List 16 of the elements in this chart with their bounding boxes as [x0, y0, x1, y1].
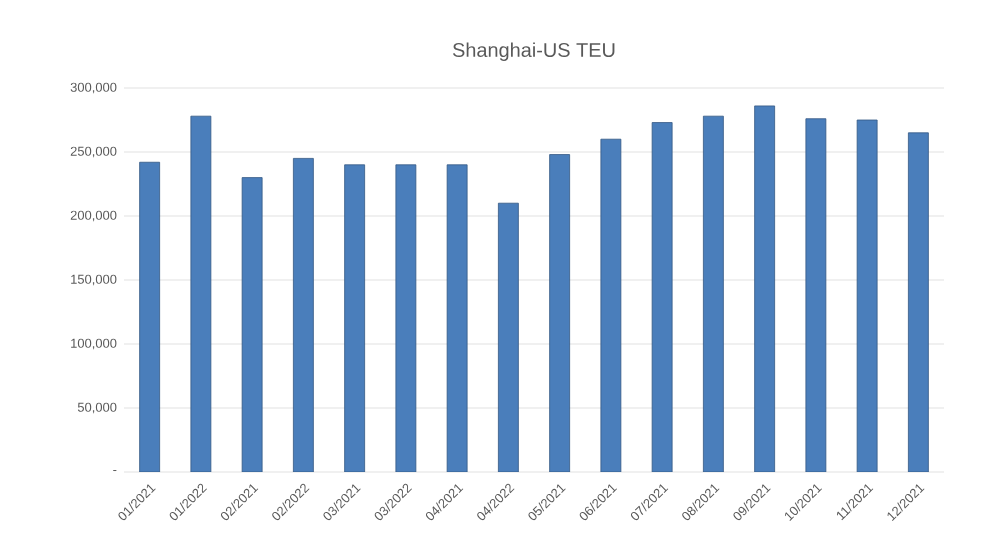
bar	[241, 177, 263, 472]
bar	[395, 164, 417, 472]
bar	[549, 154, 571, 472]
bar	[446, 164, 468, 472]
bar	[344, 164, 366, 472]
bar	[190, 115, 212, 472]
bar	[702, 115, 724, 472]
bar	[754, 105, 776, 472]
bar	[651, 122, 673, 472]
bar	[139, 161, 161, 472]
bar	[600, 138, 622, 472]
bar	[805, 118, 827, 472]
bar	[497, 202, 519, 472]
chart-title: Shanghai-US TEU	[452, 42, 615, 61]
bar	[292, 158, 314, 472]
bar	[907, 132, 929, 472]
